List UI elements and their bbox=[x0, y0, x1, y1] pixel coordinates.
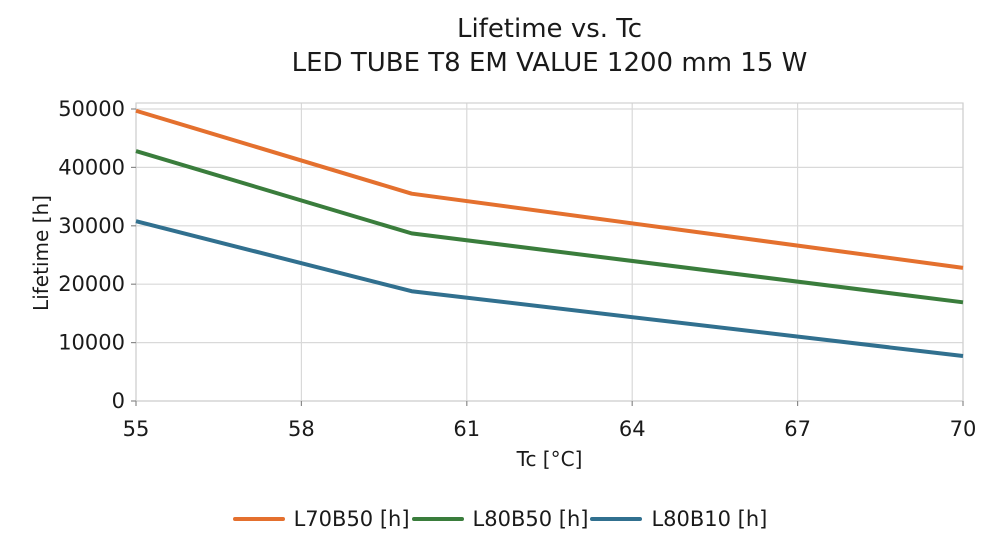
series-line-l80b50 bbox=[135, 149, 964, 305]
legend-label-l80b10: L80B10 [h] bbox=[651, 507, 768, 531]
x-tick-label: 70 bbox=[950, 417, 977, 441]
legend-swatch-l80b10-line-icon bbox=[590, 517, 643, 521]
line-chart-plot-area: 55 58 61 64 67 70 0 10000 20000 30000 40000 50000 bbox=[58, 97, 977, 441]
x-tick-label: 55 bbox=[123, 417, 150, 441]
y-tick-label: 20000 bbox=[58, 272, 125, 296]
x-tick-label: 58 bbox=[288, 417, 315, 441]
legend-swatch-l70b50-line-icon bbox=[232, 517, 285, 521]
x-tick-label: 64 bbox=[619, 417, 646, 441]
legend-label-l70b50: L70B50 [h] bbox=[293, 507, 410, 531]
y-tick-label: 50000 bbox=[58, 97, 125, 121]
legend: L70B50 [h] L80B50 [h] L80B10 [h] bbox=[0, 504, 1000, 534]
legend-label-l80b50: L80B50 [h] bbox=[472, 507, 589, 531]
x-tick-label: 61 bbox=[453, 417, 480, 441]
legend-swatch-l80b50-line-icon bbox=[411, 517, 464, 521]
x-tick-label: 67 bbox=[784, 417, 811, 441]
chart-subtitle: LED TUBE T8 EM VALUE 1200 mm 15 W bbox=[291, 48, 808, 78]
y-tick-label: 30000 bbox=[58, 214, 125, 238]
y-tick-label: 10000 bbox=[58, 331, 125, 355]
legend-item-l80b10: L80B10 [h] bbox=[590, 507, 767, 531]
legend-item-l70b50: L70B50 [h] bbox=[232, 507, 410, 531]
y-tick-label: 0 bbox=[112, 389, 125, 413]
plot-frame bbox=[135, 102, 964, 402]
legend-item-l80b50: L80B50 [h] bbox=[411, 507, 589, 531]
y-tick-label: 40000 bbox=[58, 155, 125, 179]
y-axis-label: Lifetime [h] bbox=[29, 195, 53, 311]
chart-title: Lifetime vs. Tc bbox=[456, 14, 643, 44]
x-axis-label: Tc [°C] bbox=[516, 447, 583, 471]
series-line-l70b50 bbox=[135, 108, 964, 270]
series-line-l80b10 bbox=[135, 219, 964, 359]
